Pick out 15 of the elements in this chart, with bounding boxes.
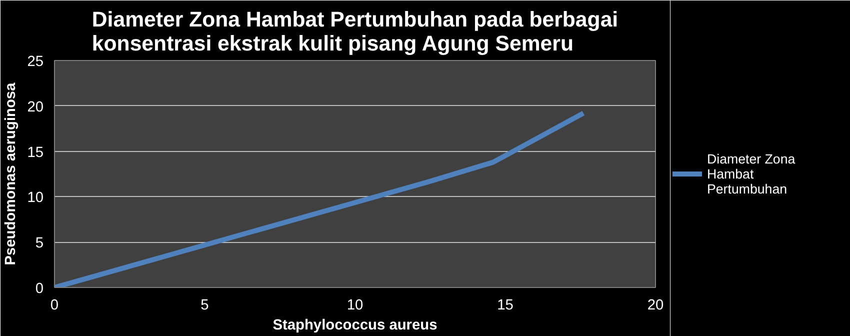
- y-tick-label: 25: [27, 54, 44, 70]
- x-tick-label: 10: [346, 298, 364, 314]
- x-tick-label: 0: [50, 298, 59, 314]
- x-axis-title: Staphylococcus aureus: [272, 318, 438, 334]
- x-tick-label: 5: [200, 298, 209, 314]
- x-tick-label: 15: [497, 298, 514, 314]
- x-tick-label: 20: [647, 298, 664, 314]
- y-axis-title: Pseudomonas aeruginosa: [3, 82, 20, 266]
- y-tick-label: 5: [35, 236, 44, 252]
- y-tick-label: 0: [35, 281, 44, 297]
- legend-label: Diameter Zona Hambat Pertumbuhan: [707, 151, 796, 196]
- y-tick-label: 10: [27, 190, 44, 206]
- y-tick-label: 20: [27, 99, 44, 116]
- y-tick-label: 15: [27, 144, 44, 161]
- chart-title: Diameter Zona Hambat Pertumbuhan pada berbagai konsentrasi ekstrak kulit pisang Agung Semeru: [92, 8, 618, 56]
